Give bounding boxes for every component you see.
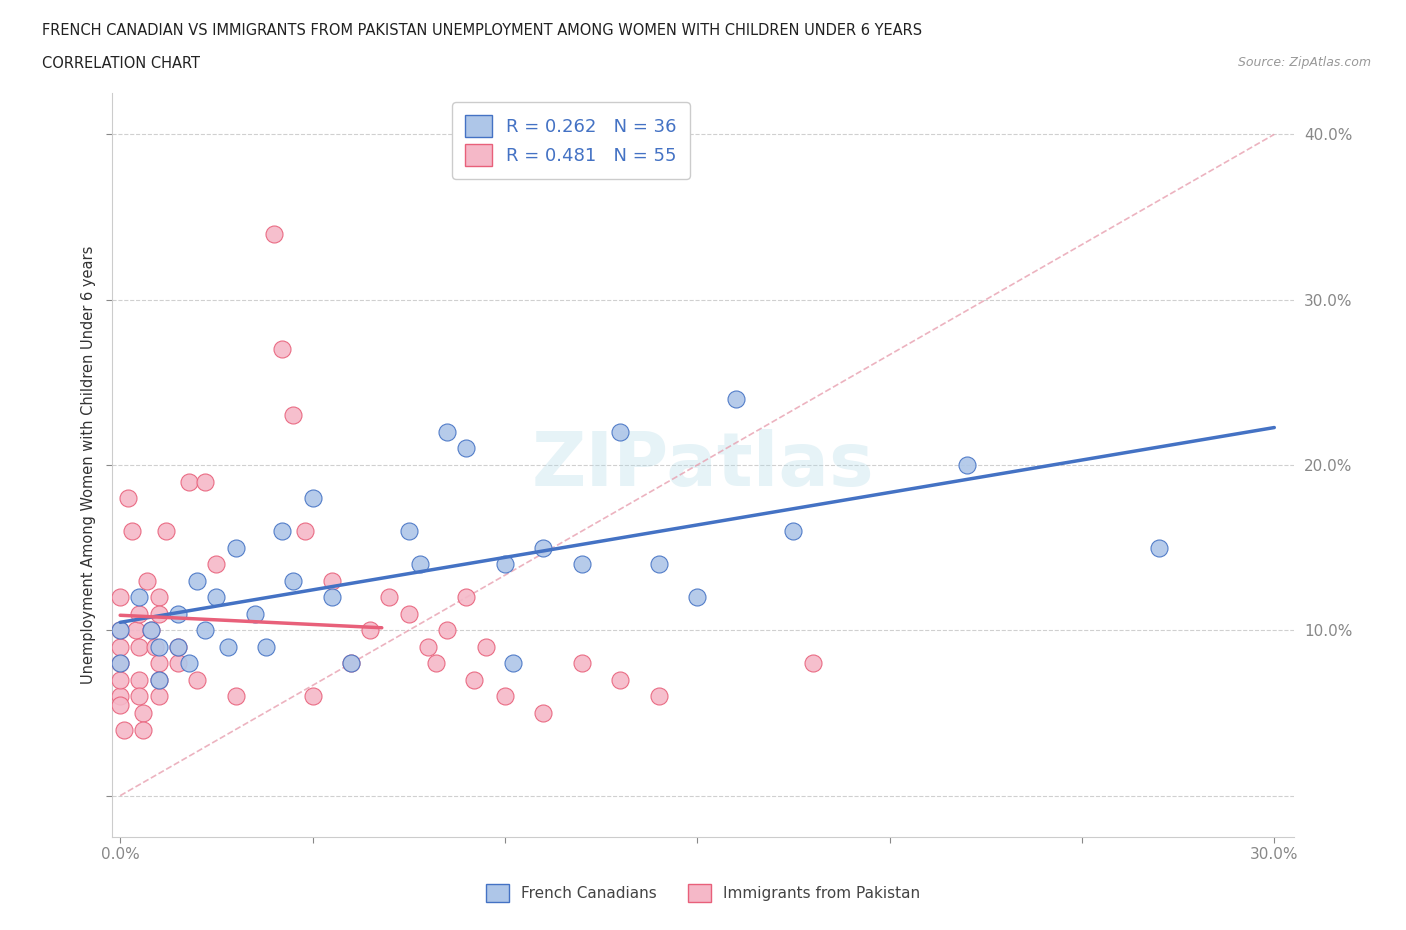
Point <box>148 606 170 621</box>
Point <box>648 689 671 704</box>
Point <box>340 656 363 671</box>
Point <box>167 640 190 655</box>
Point <box>1147 540 1170 555</box>
Point <box>283 573 305 588</box>
Point <box>270 342 292 357</box>
Point <box>108 590 131 604</box>
Point <box>531 540 554 555</box>
Point <box>301 689 323 704</box>
Point <box>167 606 190 621</box>
Point <box>205 557 228 572</box>
Point <box>128 590 150 604</box>
Point <box>270 524 292 538</box>
Point <box>108 656 131 671</box>
Point <box>117 491 139 506</box>
Point <box>398 606 420 621</box>
Point <box>686 590 709 604</box>
Point <box>301 491 323 506</box>
Point <box>167 656 190 671</box>
Point <box>108 689 131 704</box>
Point <box>494 689 516 704</box>
Point <box>571 656 593 671</box>
Point <box>148 640 170 655</box>
Point <box>132 722 155 737</box>
Point <box>108 640 131 655</box>
Point <box>128 689 150 704</box>
Point <box>359 623 381 638</box>
Point <box>128 672 150 687</box>
Point <box>531 706 554 721</box>
Text: Source: ZipAtlas.com: Source: ZipAtlas.com <box>1237 56 1371 69</box>
Point <box>139 623 162 638</box>
Point <box>474 640 496 655</box>
Point <box>494 557 516 572</box>
Point <box>179 474 201 489</box>
Point <box>128 640 150 655</box>
Point <box>243 606 266 621</box>
Point <box>609 672 631 687</box>
Point <box>436 623 458 638</box>
Point <box>571 557 593 572</box>
Point <box>108 672 131 687</box>
Point <box>609 424 631 439</box>
Point <box>128 606 150 621</box>
Point <box>294 524 316 538</box>
Point <box>398 524 420 538</box>
Point <box>108 623 131 638</box>
Point <box>194 623 217 638</box>
Point <box>340 656 363 671</box>
Point <box>225 689 247 704</box>
Point <box>139 623 162 638</box>
Point <box>254 640 277 655</box>
Point <box>121 524 143 538</box>
Point <box>155 524 177 538</box>
Point <box>724 392 747 406</box>
Point <box>194 474 217 489</box>
Point <box>416 640 439 655</box>
Point <box>108 698 131 712</box>
Point <box>321 590 343 604</box>
Point <box>167 640 190 655</box>
Text: CORRELATION CHART: CORRELATION CHART <box>42 56 200 71</box>
Point <box>148 689 170 704</box>
Point <box>463 672 485 687</box>
Point <box>456 590 478 604</box>
Y-axis label: Unemployment Among Women with Children Under 6 years: Unemployment Among Women with Children U… <box>80 246 96 684</box>
Point <box>148 672 170 687</box>
Point <box>321 573 343 588</box>
Point <box>801 656 824 671</box>
Point <box>217 640 239 655</box>
Point <box>378 590 401 604</box>
Point <box>186 573 208 588</box>
Point <box>136 573 159 588</box>
Point <box>132 706 155 721</box>
Point <box>112 722 135 737</box>
Point <box>648 557 671 572</box>
Point <box>283 408 305 423</box>
Point <box>409 557 432 572</box>
Text: FRENCH CANADIAN VS IMMIGRANTS FROM PAKISTAN UNEMPLOYMENT AMONG WOMEN WITH CHILDR: FRENCH CANADIAN VS IMMIGRANTS FROM PAKIS… <box>42 23 922 38</box>
Point <box>124 623 146 638</box>
Legend: R = 0.262   N = 36, R = 0.481   N = 55: R = 0.262 N = 36, R = 0.481 N = 55 <box>453 102 689 179</box>
Point <box>456 441 478 456</box>
Point <box>782 524 804 538</box>
Point <box>108 623 131 638</box>
Point <box>108 656 131 671</box>
Point <box>186 672 208 687</box>
Point <box>263 226 285 241</box>
Point <box>205 590 228 604</box>
Point <box>225 540 247 555</box>
Point <box>502 656 524 671</box>
Point <box>425 656 447 671</box>
Point <box>148 590 170 604</box>
Legend: French Canadians, Immigrants from Pakistan: French Canadians, Immigrants from Pakist… <box>479 878 927 909</box>
Point <box>148 672 170 687</box>
Point <box>148 656 170 671</box>
Point <box>955 458 977 472</box>
Point <box>179 656 201 671</box>
Text: ZIPatlas: ZIPatlas <box>531 429 875 501</box>
Point <box>143 640 166 655</box>
Point <box>436 424 458 439</box>
